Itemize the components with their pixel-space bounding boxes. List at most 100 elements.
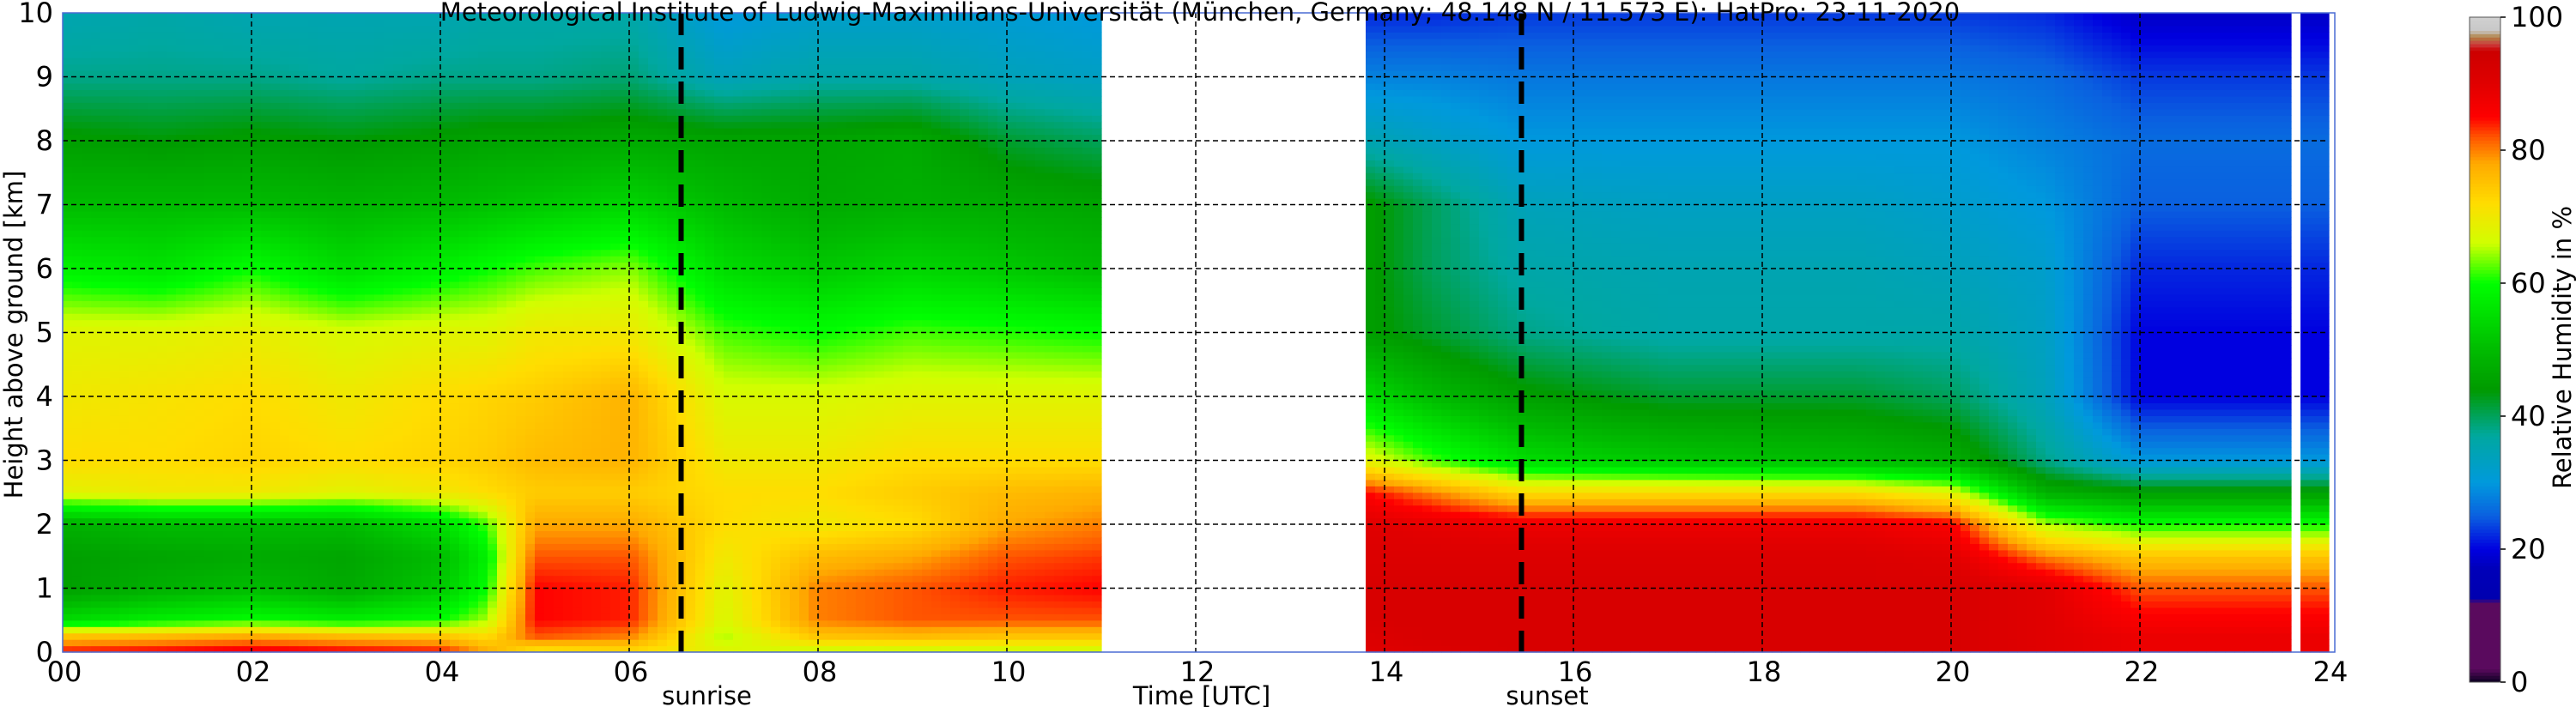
heatmap-cell (497, 77, 507, 84)
heatmap-cell (167, 13, 177, 20)
heatmap-cell (204, 626, 215, 633)
heatmap-cell (525, 448, 536, 455)
heatmap-cell (185, 147, 196, 154)
heatmap-cell (176, 563, 186, 570)
heatmap-cell (478, 269, 488, 275)
heatmap-cell (176, 13, 186, 20)
heatmap-cell (176, 147, 186, 154)
heatmap-cell (129, 294, 139, 301)
heatmap-cell (421, 422, 432, 429)
heatmap-cell (327, 569, 337, 576)
heatmap-cell (459, 550, 470, 557)
heatmap-cell (223, 122, 233, 129)
heatmap-cell (506, 563, 517, 570)
heatmap-cell (167, 141, 177, 148)
heatmap-cell (233, 45, 243, 51)
heatmap-cell (289, 396, 300, 403)
heatmap-cell (252, 205, 262, 212)
heatmap-cell (403, 601, 413, 607)
heatmap-cell (374, 461, 385, 468)
heatmap-cell (393, 620, 403, 627)
heatmap-cell (167, 160, 177, 166)
heatmap-cell (270, 109, 281, 116)
heatmap-cell (138, 96, 148, 103)
heatmap-cell (100, 480, 111, 486)
heatmap-cell (233, 480, 243, 486)
heatmap-cell (459, 250, 470, 257)
heatmap-cell (336, 256, 347, 263)
heatmap-cell (119, 64, 130, 71)
heatmap-cell (223, 473, 233, 480)
heatmap-cell (270, 237, 281, 244)
heatmap-cell (204, 563, 215, 570)
heatmap-cell (488, 57, 498, 64)
heatmap-cell (506, 486, 517, 492)
heatmap-cell (412, 524, 422, 531)
heatmap-cell (450, 563, 460, 570)
heatmap-cell (63, 281, 73, 288)
heatmap-cell (431, 102, 441, 109)
heatmap-cell (506, 166, 517, 173)
heatmap-cell (176, 402, 186, 409)
heatmap-cell (214, 550, 224, 557)
heatmap-cell (91, 13, 101, 20)
heatmap-cell (440, 358, 451, 365)
heatmap-cell (318, 230, 328, 237)
heatmap-cell (100, 339, 111, 346)
heatmap-cell (280, 147, 290, 154)
heatmap-cell (365, 96, 375, 103)
heatmap-cell (469, 250, 479, 257)
heatmap-cell (440, 122, 451, 129)
heatmap-cell (157, 589, 167, 595)
heatmap-cell (100, 147, 111, 154)
heatmap-cell (82, 32, 92, 39)
heatmap-cell (270, 556, 281, 563)
heatmap-cell (261, 365, 271, 372)
heatmap-cell (72, 492, 82, 499)
heatmap-cell (308, 250, 318, 257)
heatmap-cell (308, 154, 318, 160)
heatmap-cell (497, 294, 507, 301)
heatmap-cell (167, 313, 177, 320)
heatmap-cell (223, 185, 233, 192)
heatmap-cell (440, 64, 451, 71)
heatmap-cell (374, 626, 385, 633)
heatmap-cell (280, 499, 290, 505)
heatmap-cell (506, 89, 517, 96)
heatmap-cell (318, 237, 328, 244)
heatmap-cell (327, 147, 337, 154)
heatmap-cell (450, 467, 460, 474)
heatmap-cell (204, 486, 215, 492)
heatmap-cell (176, 626, 186, 633)
heatmap-cell (478, 300, 488, 307)
heatmap-cell (431, 89, 441, 96)
heatmap-cell (412, 467, 422, 474)
heatmap-cell (365, 626, 375, 633)
heatmap-cell (176, 473, 186, 480)
heatmap-cell (82, 530, 92, 537)
heatmap-cell (488, 422, 498, 429)
heatmap-cell (280, 422, 290, 429)
heatmap-cell (91, 269, 101, 275)
heatmap-cell (346, 428, 356, 435)
heatmap-cell (204, 480, 215, 486)
heatmap-cell (506, 160, 517, 166)
heatmap-cell (280, 211, 290, 218)
heatmap-cell (185, 102, 196, 109)
heatmap-cell (157, 179, 167, 186)
heatmap-cell (412, 511, 422, 518)
heatmap-cell (223, 250, 233, 257)
heatmap-cell (167, 473, 177, 480)
heatmap-cell (185, 77, 196, 84)
heatmap-cell (63, 122, 73, 129)
heatmap-cell (506, 613, 517, 620)
heatmap-cell (242, 441, 252, 448)
heatmap-cell (365, 83, 375, 90)
heatmap-cell (195, 537, 205, 544)
heatmap-cell (431, 172, 441, 179)
heatmap-cell (138, 172, 148, 179)
heatmap-cell (374, 607, 385, 614)
heatmap-cell (403, 230, 413, 237)
heatmap-cell (148, 569, 158, 576)
heatmap-cell (91, 371, 101, 378)
